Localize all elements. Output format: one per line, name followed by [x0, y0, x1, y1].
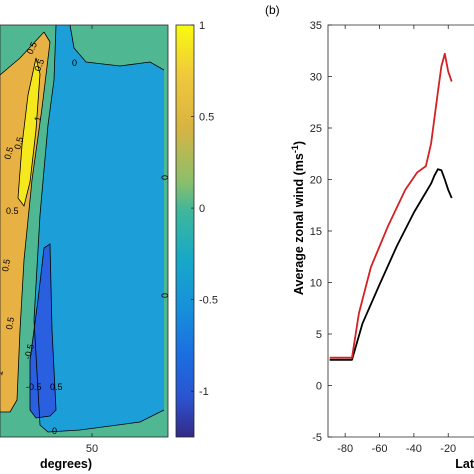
- contour-lines: [0, 24, 165, 433]
- y-ticks: -5 0 5 10 15 20 25 30 35: [310, 20, 332, 444]
- contour-label: 0.5: [25, 40, 39, 56]
- x-axis-label: Lat: [455, 457, 474, 471]
- y-tick-label: 30: [310, 72, 322, 84]
- colorbar-tick-label: 0.5: [199, 112, 214, 124]
- x-ticks: -80 -60 -40 -20: [337, 25, 456, 455]
- y-tick-label: -5: [312, 432, 322, 444]
- panel-label: (b): [265, 3, 280, 17]
- strong-negative-region: [30, 244, 56, 418]
- plot-frame: [327, 24, 474, 438]
- contour-label: 0: [72, 58, 77, 68]
- contour-panel: 0.5 0.5 0.5 0.5 0.5 0.5 0.5 0 0 0 -0.5 -…: [0, 24, 170, 471]
- contour-label: 0: [160, 293, 170, 298]
- contour-label: 0: [52, 426, 57, 436]
- x-tick-label: 50: [86, 443, 98, 455]
- map-frame: [0, 24, 169, 438]
- contour-label: 0.5: [6, 206, 19, 216]
- x-tick-label: -80: [337, 443, 353, 455]
- line-panel: (b) Average zonal wind (ms-1) -5 0 5 10 15 20…: [265, 3, 474, 471]
- x-tick-label: -40: [406, 443, 422, 455]
- colorbar-tick-label: -1: [199, 386, 209, 398]
- y-axis-label: Average zonal wind (ms-1): [290, 141, 306, 295]
- colorbar-tick-label: 0: [199, 203, 205, 215]
- x-axis-label: degrees): [40, 457, 92, 471]
- series-line-1: [329, 168, 453, 361]
- contour-label: 0.5: [12, 136, 25, 151]
- x-tick-label: -60: [372, 443, 388, 455]
- contour-label: 1: [0, 370, 5, 377]
- y-tick-label: 35: [310, 20, 322, 32]
- contour-label: -0.5: [22, 343, 36, 361]
- y-tick-label: 15: [310, 226, 322, 238]
- y-tick-label: 5: [316, 329, 322, 341]
- y-tick-label: 10: [310, 278, 322, 290]
- colorbar-tick-label: -0.5: [199, 295, 218, 307]
- colorbar: 1 0.5 0 -0.5 -1: [175, 20, 218, 438]
- negative-region: [34, 25, 164, 432]
- y-tick-label: 25: [310, 123, 322, 135]
- contour-label: 0.5: [50, 382, 63, 392]
- contour-label: 0.5: [2, 146, 15, 161]
- strong-positive-region: [18, 58, 40, 206]
- contour-label: -0.5: [26, 382, 42, 392]
- y-tick-label: 0: [316, 381, 322, 393]
- colorbar-ticks: 1 0.5 0 -0.5 -1: [191, 20, 218, 398]
- positive-region: [0, 32, 50, 412]
- y-tick-label: 20: [310, 175, 322, 187]
- contour-label: 0.5: [0, 258, 12, 272]
- contour-label: 0.5: [4, 316, 16, 330]
- x-tick-label: -20: [440, 443, 456, 455]
- contour-label: 0: [160, 175, 170, 180]
- series-line-2: [329, 52, 453, 359]
- colorbar-scale: [175, 24, 195, 438]
- contour-labels: 0.5 0.5 0.5 0.5 0.5 0.5 0.5 0 0 0 -0.5 -…: [0, 40, 170, 436]
- contour-label: 0.5: [32, 58, 46, 73]
- contour-label: 1: [32, 115, 43, 122]
- series: [329, 52, 453, 361]
- colorbar-tick-label: 1: [199, 20, 205, 32]
